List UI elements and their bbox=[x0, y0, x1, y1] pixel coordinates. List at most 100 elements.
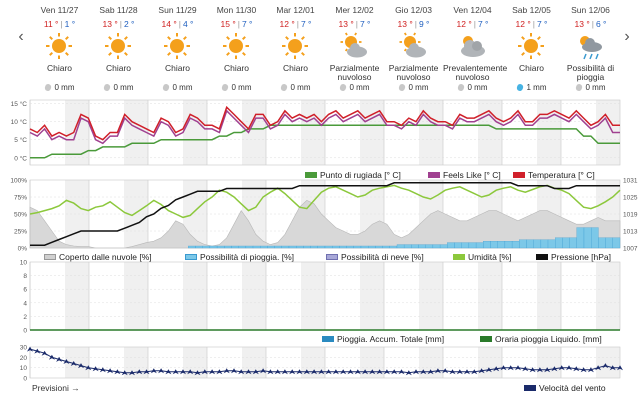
weather-description: Chiaro bbox=[46, 63, 73, 73]
rain-chart-night-band bbox=[301, 262, 325, 330]
day-column[interactable]: Mar 12/01 12 ° | 7 ° Chiaro 0 mm bbox=[266, 0, 325, 100]
temperature-swatch bbox=[513, 172, 525, 178]
max-temp: 12 ° bbox=[279, 19, 295, 29]
rain-chart-night-band bbox=[360, 262, 384, 330]
temp-chart-night-band bbox=[242, 100, 266, 165]
wind-arrow-icon bbox=[238, 369, 245, 375]
rain-chance-bar bbox=[497, 241, 506, 249]
mid-chart-right-tick-label: 1031 bbox=[623, 178, 638, 185]
temp-chart-tick-label: 15 °C bbox=[11, 100, 28, 108]
wind-arrow-icon bbox=[427, 369, 434, 375]
rain-chart-night-band bbox=[419, 262, 443, 330]
humidity-swatch bbox=[453, 254, 465, 260]
wind-arrow-icon bbox=[274, 369, 281, 375]
rain-chance-bar bbox=[396, 244, 405, 249]
wind-arrow-icon bbox=[573, 366, 580, 372]
rain-chance-bar bbox=[418, 244, 426, 249]
rain-chance-bar bbox=[195, 245, 203, 249]
wind-arrow-icon bbox=[129, 370, 135, 376]
nav-prev-arrow[interactable]: ‹ bbox=[18, 28, 24, 45]
rain-chance-bar bbox=[547, 239, 556, 249]
day-column[interactable]: Sab 11/28 13 ° | 2 ° Chiaro 0 mm bbox=[89, 0, 148, 100]
rain-chance-bar bbox=[202, 245, 211, 249]
legend-rain-chance: Possibilità di pioggia. [%] bbox=[185, 252, 294, 262]
rain-chance-bar bbox=[382, 245, 390, 249]
rain-chance-bar bbox=[332, 245, 340, 249]
rain-chance-bar bbox=[432, 244, 441, 249]
min-temp: 7 ° bbox=[536, 19, 548, 29]
day-column[interactable]: Sab 12/05 12 ° | 7 ° Chiaro 1 mm bbox=[502, 0, 561, 100]
day-column[interactable]: Ven 11/27 11 ° | 1 ° Chiaro 0 mm bbox=[30, 0, 89, 100]
wind-arrow-icon bbox=[354, 369, 361, 375]
wind-swatch bbox=[524, 385, 536, 391]
day-column[interactable]: Sun 11/29 14 ° | 4 ° Chiaro 0 mm bbox=[148, 0, 207, 100]
temp-separator: | bbox=[119, 19, 122, 29]
rain-chance-bar bbox=[267, 245, 275, 249]
rain-chance-bar bbox=[317, 245, 326, 249]
day-column[interactable]: Sun 12/06 13 ° | 6 ° Possibilità di pioggi… bbox=[561, 0, 620, 100]
rain-chance-bar bbox=[303, 245, 311, 249]
precip-value: 1 mm bbox=[526, 83, 547, 92]
weather-description: Prevalentemente nuvoloso bbox=[443, 63, 508, 82]
rain-chance-bar bbox=[562, 237, 570, 249]
wind-arrow-icon bbox=[136, 369, 143, 375]
wind-arrow-icon bbox=[493, 366, 500, 372]
max-temp: 13 ° bbox=[102, 19, 118, 29]
forecast-link[interactable]: Previsioni → bbox=[32, 383, 80, 393]
rain-chance-bar bbox=[346, 245, 354, 249]
max-temp: 11 ° bbox=[43, 19, 59, 29]
rain-chart-tick-label: 6 bbox=[23, 287, 27, 294]
wind-arrow-icon bbox=[180, 369, 186, 375]
rain-chance-bar bbox=[281, 245, 290, 249]
temp-chart-tick-label: 10 °C bbox=[11, 118, 28, 126]
wind-arrow-icon bbox=[92, 366, 99, 372]
rain-chance-bar bbox=[540, 239, 549, 249]
wind-arrow-icon bbox=[296, 369, 303, 375]
rain-total-swatch bbox=[322, 336, 334, 342]
rain-chance-bar bbox=[375, 245, 383, 249]
legend-rain-chance-label: Possibilità di pioggia. [%] bbox=[200, 252, 295, 262]
feels-like-swatch bbox=[428, 172, 440, 178]
rain-chance-bar bbox=[569, 237, 577, 249]
legend-feels-like-label: Feels Like [° C] bbox=[443, 170, 501, 180]
rain-chance-bar bbox=[209, 245, 218, 249]
wind-arrow-icon bbox=[391, 369, 398, 375]
wind-arrow-icon bbox=[216, 369, 223, 375]
rain-chart-night-band bbox=[183, 262, 207, 330]
min-temp: 7 ° bbox=[300, 19, 312, 29]
wind-chart-tick-label: 0 bbox=[23, 376, 27, 383]
dew-point-line bbox=[30, 124, 620, 159]
wind-arrow-icon bbox=[332, 369, 339, 375]
day-column[interactable]: Mer 12/02 13 ° | 7 ° Parzialmente nuvoloso… bbox=[325, 0, 384, 100]
rain-chance-bar bbox=[216, 245, 225, 249]
temp-separator: | bbox=[237, 19, 240, 29]
rain-chance-bar bbox=[252, 245, 261, 249]
legend-rain-hourly-label: Oraria pioggia Liquido. [mm] bbox=[495, 334, 602, 344]
wind-arrow-icon bbox=[485, 367, 492, 373]
wind-arrow-icon bbox=[595, 365, 602, 371]
weather-description: Chiaro bbox=[164, 63, 191, 73]
temp-separator: | bbox=[355, 19, 358, 29]
min-temp: 7 ° bbox=[477, 19, 489, 29]
rain-chance-bar bbox=[245, 245, 254, 249]
rain-chance-bar bbox=[598, 237, 606, 249]
legend-temperature-label: Temperatura [° C] bbox=[528, 170, 595, 180]
precip-value: 0 mm bbox=[54, 83, 75, 92]
day-column[interactable]: Gio 12/03 13 ° | 9 ° Parzialmente nuvoloso… bbox=[384, 0, 443, 100]
cloud-swatch bbox=[44, 254, 56, 260]
wind-arrow-icon bbox=[27, 346, 33, 352]
rain-chance-icon bbox=[580, 36, 602, 60]
legend-dew-point-label: Punto di rugiada [° C] bbox=[320, 170, 401, 180]
wind-arrow-icon bbox=[587, 367, 594, 373]
day-column[interactable]: Ven 12/04 12 ° | 7 ° Prevalentemente nuvol… bbox=[443, 0, 508, 100]
rain-chance-bar bbox=[591, 227, 599, 249]
day-column[interactable]: Mon 11/30 15 ° | 7 ° Chiaro 0 mm bbox=[207, 0, 266, 100]
wind-arrow-icon bbox=[471, 369, 478, 375]
legend-wind-label: Velocità del vento bbox=[539, 383, 606, 393]
legend-snow-chance-label: Possibilità di neve [%] bbox=[341, 252, 424, 262]
nav-next-arrow[interactable]: › bbox=[624, 28, 630, 45]
rain-chance-bar bbox=[461, 242, 470, 249]
wind-chart-tick-label: 10 bbox=[20, 365, 28, 372]
precip-value: 0 mm bbox=[290, 83, 311, 92]
wind-arrow-icon bbox=[434, 368, 441, 374]
